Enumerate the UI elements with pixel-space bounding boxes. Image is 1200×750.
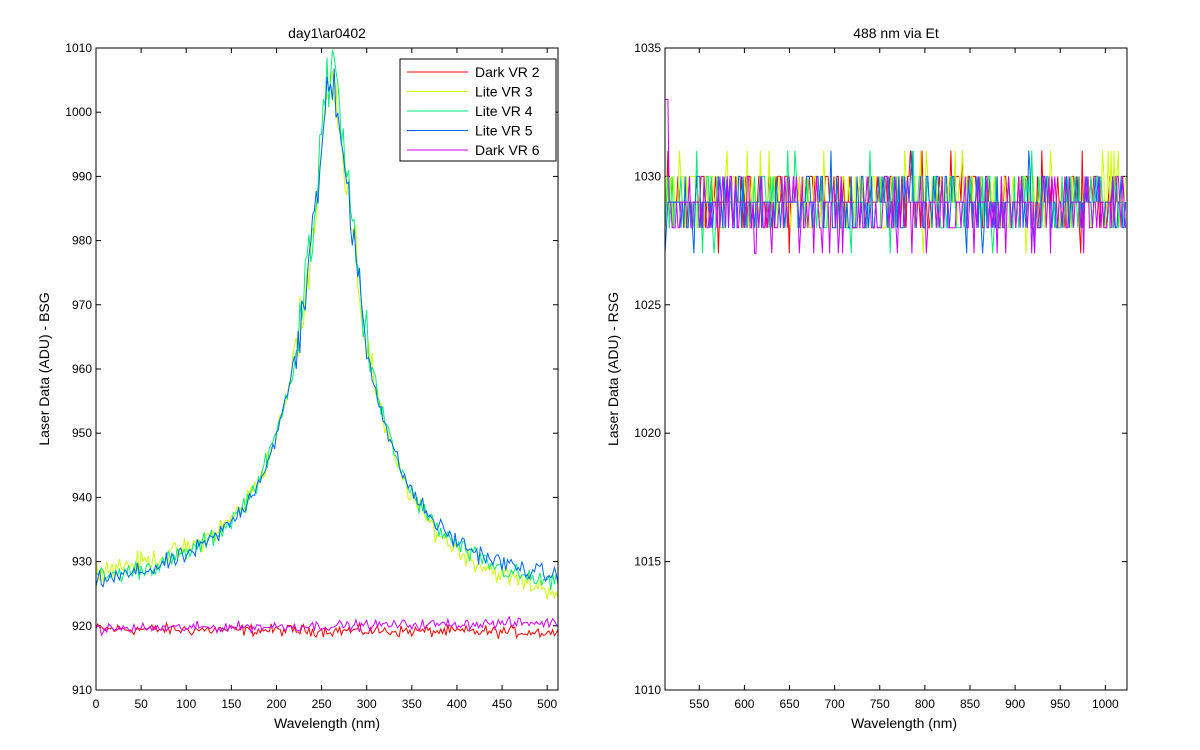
right-y-tick-label: 1030	[634, 169, 661, 183]
right-ticks: 550 600 650 700 750 800 850 900 950 1000 1010 1015 1…	[634, 41, 1127, 711]
left-series-line-lite-vr-3	[95, 70, 559, 600]
left-x-tick-label: 200	[266, 697, 286, 711]
left-y-tick-label: 970	[72, 298, 92, 312]
left-series-line-lite-vr-4	[95, 50, 559, 591]
left-y-tick-label: 1000	[65, 105, 92, 119]
right-x-tick-label: 700	[825, 697, 845, 711]
right-y-axis-label: Laser Data (ADU) - RSG	[605, 292, 621, 446]
right-y-tick-label: 1025	[634, 298, 661, 312]
right-y-tick-label: 1035	[634, 41, 661, 55]
left-x-tick-label: 400	[447, 697, 467, 711]
left-x-tick-label: 250	[312, 697, 332, 711]
left-y-tick-label: 940	[72, 490, 92, 504]
left-axes-box	[95, 47, 559, 691]
right-x-tick-label: 750	[870, 697, 890, 711]
left-series-line-dark-vr-6	[95, 615, 559, 637]
plot-right: 488 nm via Et Wavelength (nm) Laser Data…	[605, 25, 1128, 731]
left-x-axis-label: Wavelength (nm)	[274, 715, 380, 731]
left-x-tick-label: 50	[134, 697, 148, 711]
legend-box	[399, 58, 557, 162]
left-y-tick-label: 980	[72, 234, 92, 248]
left-y-tick-label: 930	[72, 555, 92, 569]
right-y-tick-label: 1010	[634, 683, 661, 697]
left-series-lines	[95, 50, 559, 640]
legend-entry-label: Dark VR 2	[475, 64, 540, 80]
right-x-tick-label: 600	[734, 697, 754, 711]
legend-entry-label: Lite VR 3	[475, 84, 533, 100]
right-x-tick-label: 800	[915, 697, 935, 711]
right-x-tick-label: 850	[960, 697, 980, 711]
legend-entry-label: Lite VR 4	[475, 103, 533, 119]
left-chart-title: day1\ar0402	[288, 25, 366, 41]
right-y-tick-label: 1020	[634, 426, 661, 440]
left-series-line-lite-vr-5	[95, 68, 559, 588]
right-x-tick-label: 650	[780, 697, 800, 711]
left-x-tick-label: 150	[221, 697, 241, 711]
left-y-tick-label: 990	[72, 169, 92, 183]
left-x-tick-label: 500	[537, 697, 557, 711]
left-x-tick-label: 100	[176, 697, 196, 711]
left-ticks: 0 50 100 150 200 250 300 350 400 450 500 910 920 930 9…	[65, 41, 558, 711]
left-x-tick-label: 0	[93, 697, 100, 711]
right-y-tick-label: 1015	[634, 555, 661, 569]
right-x-tick-label: 950	[1050, 697, 1070, 711]
legend-entry-label: Dark VR 6	[475, 142, 540, 158]
left-y-tick-label: 1010	[65, 41, 92, 55]
right-chart-title: 488 nm via Et	[853, 25, 939, 41]
left-y-axis-label: Laser Data (ADU) - BSG	[36, 292, 52, 445]
left-y-tick-label: 950	[72, 426, 92, 440]
right-x-tick-label: 1000	[1092, 697, 1119, 711]
legend-entry-label: Lite VR 5	[475, 123, 533, 139]
right-x-tick-label: 900	[1005, 697, 1025, 711]
right-axes-box	[664, 47, 1128, 691]
right-series-lines	[664, 98, 1127, 254]
left-x-tick-label: 300	[357, 697, 377, 711]
left-legend: Dark VR 2 Lite VR 3 Lite VR 4 Lite VR 5 Dark…	[399, 58, 557, 162]
right-series-line-5	[665, 98, 1127, 254]
left-y-tick-label: 910	[72, 683, 92, 697]
left-y-tick-label: 920	[72, 619, 92, 633]
left-series-line-dark-vr-2	[95, 621, 559, 640]
right-x-tick-label: 550	[689, 697, 709, 711]
plot-left: day1\ar0402 Wavelength (nm) Laser Data (…	[36, 25, 559, 731]
left-x-tick-label: 350	[402, 697, 422, 711]
left-x-tick-label: 450	[492, 697, 512, 711]
left-y-tick-label: 960	[72, 362, 92, 376]
right-x-axis-label: Wavelength (nm)	[851, 715, 957, 731]
